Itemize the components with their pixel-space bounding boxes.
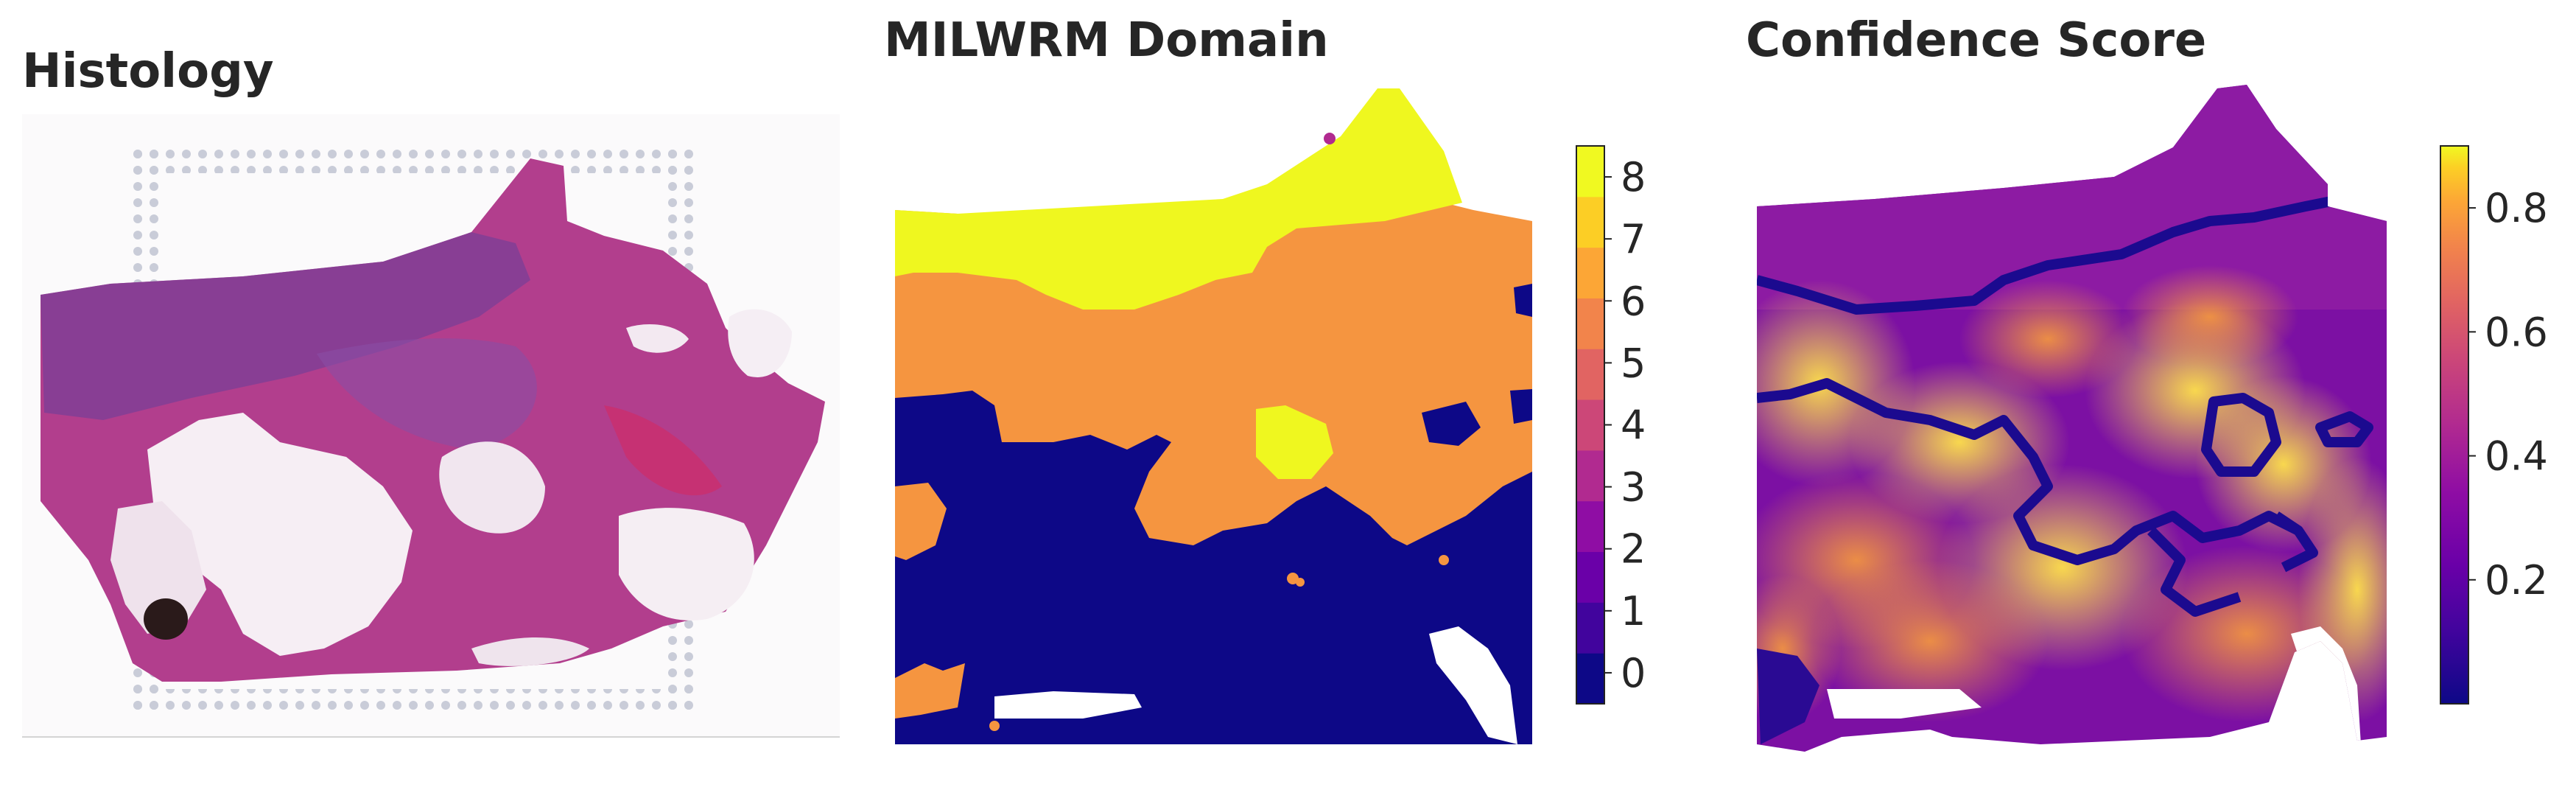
domain-colorbar: 0 1 2 3 4 5 6 7 8	[1576, 145, 1646, 705]
domain-0-region	[895, 391, 1532, 744]
colorbar-tick-label: 4	[1621, 402, 1646, 449]
colorbar-segment	[1576, 247, 1604, 298]
colorbar-tick-label: 1	[1621, 588, 1646, 635]
colorbar-gradient	[2440, 145, 2469, 705]
confidence-score-map	[1757, 85, 2387, 752]
confidence-score-title: Confidence Score	[1746, 13, 2207, 68]
colorbar-tick-label: 0	[1621, 650, 1646, 696]
colorbar-tick-label: 7	[1621, 216, 1646, 262]
colorbar-segment	[1576, 298, 1604, 349]
colorbar-tick-label: 0.2	[2485, 557, 2548, 604]
colorbar-segment	[1576, 602, 1604, 654]
adipose-region	[147, 413, 413, 656]
colorbar-tick-label: 0.4	[2485, 433, 2548, 480]
colorbar-tick-label: 5	[1621, 340, 1646, 386]
milwrm-domain-title: MILWRM Domain	[884, 13, 1329, 68]
colorbar-segment	[1576, 450, 1604, 502]
colorbar-segment	[1576, 500, 1604, 553]
colorbar-segment	[1576, 551, 1604, 603]
confidence-colorbar: 0.2 0.4 0.6 0.8	[2440, 145, 2548, 705]
colorbar-tick-label: 0.6	[2485, 309, 2548, 355]
colorbar-tick-label: 6	[1621, 278, 1646, 324]
colorbar-segment	[1576, 653, 1604, 705]
high-confidence-areas	[1757, 265, 2387, 722]
histology-title: Histology	[22, 44, 274, 99]
colorbar-segment	[1576, 399, 1604, 451]
low-confidence-boundaries	[1757, 194, 2387, 617]
colorbar-segment	[1576, 196, 1604, 248]
colorbar-tick-label: 0.8	[2485, 185, 2548, 231]
domain-8-region	[895, 88, 1462, 310]
milwrm-domain-map	[895, 88, 1532, 744]
colorbar-tick-label: 2	[1621, 526, 1646, 573]
dark-inclusion	[144, 598, 188, 640]
colorbar-segment	[1576, 349, 1604, 400]
colorbar-tick-label: 3	[1621, 464, 1646, 511]
histology-image	[22, 114, 840, 738]
colorbar-tick-label: 8	[1621, 154, 1646, 200]
colorbar-segment	[1576, 146, 1604, 198]
